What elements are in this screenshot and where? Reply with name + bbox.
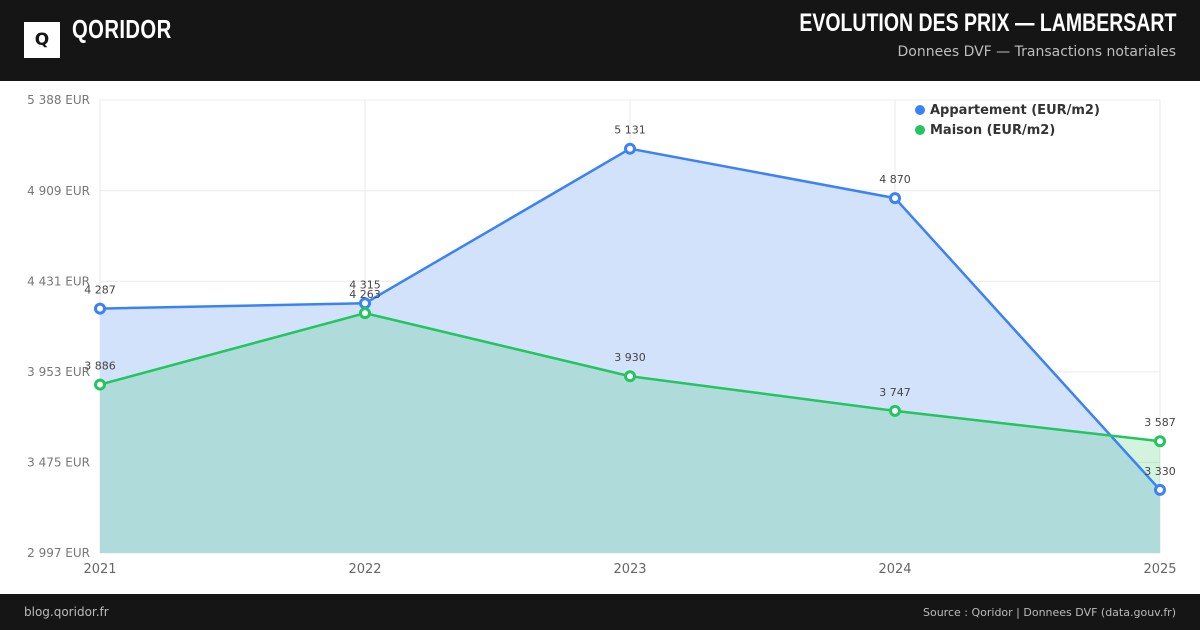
header: Q QORIDOR EVOLUTION DES PRIX — LAMBERSAR…	[0, 0, 1200, 81]
x-tick-label: 2021	[83, 562, 116, 577]
brand-name: QORIDOR	[72, 14, 172, 44]
data-point	[889, 192, 901, 205]
legend: Appartement (EUR/m2) Maison (EUR/m2)	[915, 100, 1100, 140]
data-point	[94, 302, 106, 315]
x-tick-label: 2022	[348, 562, 381, 577]
y-tick-label: 4 909 EUR	[27, 184, 90, 198]
legend-item-appartement: Appartement (EUR/m2)	[915, 100, 1100, 120]
data-label: 3 886	[84, 360, 116, 373]
data-label: 4 870	[879, 173, 911, 186]
y-tick-label: 3 953 EUR	[27, 365, 90, 379]
data-point	[624, 142, 636, 155]
data-point	[889, 404, 901, 417]
y-tick-label: 4 431 EUR	[27, 274, 90, 288]
data-label: 3 930	[614, 351, 646, 364]
data-point	[624, 370, 636, 383]
y-tick-label: 2 997 EUR	[27, 546, 90, 560]
footer: blog.qoridor.fr Source : Qoridor | Donne…	[0, 594, 1200, 630]
data-label: 4 315	[349, 278, 381, 291]
x-tick-label: 2025	[1143, 562, 1176, 577]
data-point	[1154, 483, 1166, 496]
data-point	[1154, 435, 1166, 448]
legend-dot-icon	[915, 125, 925, 135]
data-label: 4 287	[84, 284, 116, 297]
x-tick-label: 2024	[878, 562, 911, 577]
price-chart: 5 388 EUR 4 909 EUR 4 431 EUR 3 953 EUR 3 47…	[27, 93, 1176, 577]
logo-icon: Q	[24, 22, 60, 58]
series-area-1	[100, 313, 1160, 553]
series-area-0	[100, 148, 1160, 553]
data-label: 3 747	[879, 386, 911, 399]
footer-source: Source : Qoridor | Donnees DVF (data.gou…	[923, 606, 1176, 619]
data-point	[94, 378, 106, 391]
y-tick-label: 3 475 EUR	[27, 455, 90, 469]
page-subtitle: Donnees DVF — Transactions notariales	[897, 44, 1177, 60]
legend-dot-icon	[915, 105, 925, 115]
legend-item-maison: Maison (EUR/m2)	[915, 120, 1100, 140]
x-tick-label: 2023	[613, 562, 646, 577]
footer-site-link[interactable]: blog.qoridor.fr	[24, 605, 109, 619]
data-label: 5 131	[614, 124, 646, 137]
data-point	[359, 307, 371, 320]
y-tick-label: 5 388 EUR	[27, 93, 90, 107]
data-label: 3 587	[1144, 416, 1176, 429]
data-label: 3 330	[1144, 465, 1176, 478]
data-label: 4 263	[349, 288, 381, 301]
page-title: EVOLUTION DES PRIX — LAMBERSART	[798, 9, 1176, 37]
